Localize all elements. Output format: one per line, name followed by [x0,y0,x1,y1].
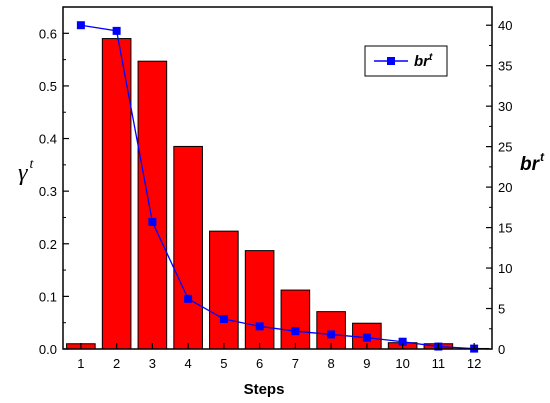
x-tick-label: 2 [113,356,120,371]
bar-3 [137,60,168,350]
x-axis-title: Steps [244,381,285,398]
x-tick-label: 12 [467,356,481,371]
x-tick-label: 7 [292,356,299,371]
br-point-6 [255,322,264,331]
bar-5 [209,230,239,350]
x-axis-ticks: 1 2 3 4 5 6 7 8 9 10 11 12 [77,343,481,371]
axes [62,6,493,350]
x-tick-label: 9 [363,356,370,371]
br-point-1 [76,21,85,30]
br-point-8 [327,330,336,339]
br-point-7 [291,327,300,336]
right-tick-label: 35 [498,59,512,74]
bar-6 [244,250,275,350]
x-tick-label: 1 [77,356,84,371]
legend-marker-swatch [387,57,395,65]
x-tick-label: 10 [395,356,409,371]
left-tick-label: 0.0 [39,342,57,357]
right-axis-ticks: 0 5 10 15 20 25 30 35 40 [486,18,512,357]
legend-label: brt [414,52,433,70]
x-tick-label: 3 [149,356,156,371]
bar-2 [101,38,132,350]
x-tick-label: 8 [328,356,335,371]
legend: brt [364,45,448,77]
bar-4 [173,145,203,350]
br-line [80,24,475,350]
left-tick-label: 0.5 [39,79,57,94]
left-tick-label: 0.2 [39,237,57,252]
right-tick-label: 15 [498,221,512,236]
x-tick-label: 6 [256,356,263,371]
right-axis-title: brt [520,150,545,175]
right-tick-label: 10 [498,261,512,276]
right-tick-label: 0 [498,342,505,357]
x-tick-label: 4 [185,356,192,371]
plot-frame [62,6,493,350]
br-point-3 [148,217,157,226]
x-tick-label: 5 [220,356,227,371]
bar-7 [280,289,311,350]
right-tick-label: 20 [498,180,512,195]
right-tick-label: 30 [498,99,512,114]
br-point-5 [219,315,228,324]
left-tick-label: 0.6 [39,26,57,41]
right-tick-label: 25 [498,140,512,155]
left-tick-label: 0.3 [39,184,57,199]
right-tick-label: 5 [498,302,505,317]
bar-series [66,38,489,350]
x-tick-label: 11 [432,356,446,371]
br-point-10 [398,337,407,346]
br-point-4 [184,294,193,303]
br-point-9 [362,333,371,342]
right-tick-label: 40 [498,18,512,33]
left-axis-ticks: 0.0 0.1 0.2 0.3 0.4 0.5 0.6 [39,26,69,357]
left-tick-label: 0.1 [39,289,57,304]
left-tick-label: 0.4 [39,132,57,147]
br-point-2 [112,26,121,35]
